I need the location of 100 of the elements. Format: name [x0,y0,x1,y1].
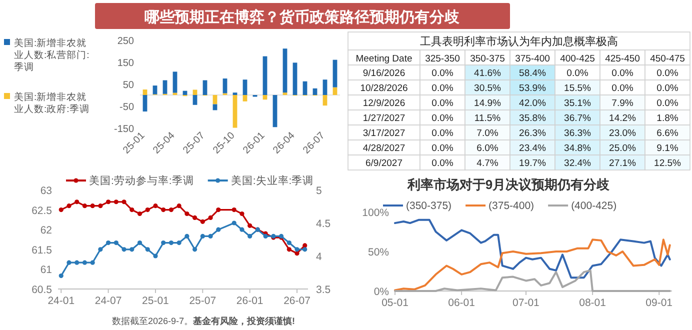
point [240,227,244,232]
data-label: 34.8% [564,143,592,154]
chart-title: 哪些预期正在博弈？货币政策路径预期仍有分歧 [144,8,460,26]
point [82,204,88,208]
data-label: 26.3% [519,128,547,139]
line-series [394,238,671,292]
point [74,260,80,265]
y-axis-title: Meeting Date [356,54,412,64]
bar [192,90,198,95]
bar [322,95,328,106]
point [58,274,64,278]
y2-tick-label: 4 [316,251,322,263]
bar [282,48,288,93]
point [153,254,158,258]
bar [212,104,218,110]
data-label: 23.0% [609,128,637,139]
bar [272,95,278,128]
y-tick-label: 63 [40,185,52,197]
x-tick-label: 25-01 [142,295,170,307]
point [192,215,198,220]
x-tick-label: 400-425 [560,54,595,64]
point [137,240,142,246]
y-tick-label: 12/9/2026 [362,98,406,109]
point [286,247,292,252]
point [168,208,174,212]
point [286,240,292,246]
point [192,247,198,252]
x-tick-label: 325-350 [425,54,460,64]
point [122,247,126,252]
data-label: 53.9% [519,83,547,94]
x-tick-label: 07-01 [512,297,540,309]
legend-label: 美国:新增非农就业人数:政府:季调 [14,91,90,115]
y-tick-label: 62.5 [32,204,52,217]
legend-label: 美国:劳动参与率:季调 [89,174,194,187]
x-tick-label: 425-450 [605,54,640,64]
data-label: 32.4% [564,158,592,169]
y-tick-label: 60.5 [32,284,52,296]
y-tick-label: 10/28/2026 [360,83,408,94]
point [294,247,300,252]
chart-title: 工具表明利率市场认为年内加息概率极高 [420,35,618,48]
point [66,260,72,265]
x-tick-label: 25-07 [189,295,216,307]
y-tick-label: 250 [117,36,134,47]
point [248,223,252,228]
x-tick-label: 375-400 [515,54,550,64]
x-tick-label: 05-01 [382,297,409,309]
point [168,240,174,246]
y-tick-label: 100% [362,207,389,219]
x-tick-label: 24-07 [94,295,122,307]
x-tick-label: 26-07 [284,295,311,307]
y-tick-label: 150 [117,58,134,69]
data-label: 41.6% [474,68,502,79]
point [122,200,126,204]
y-tick-label: 0% [374,286,389,298]
point [302,247,308,252]
point [82,260,88,265]
data-label: 23.4% [519,143,547,154]
line-series [394,218,671,279]
point [208,234,213,238]
bar [192,95,198,105]
data-label: 0.0% [612,68,634,79]
point [232,220,236,226]
data-label: 9.1% [656,143,679,154]
data-label: 0.0% [656,98,679,109]
bar [242,95,248,102]
point [184,234,190,238]
bar [302,81,308,95]
data-label: 0.0% [432,68,454,79]
point [184,211,190,216]
legend-label: (375-400) [488,200,534,212]
point [248,234,252,238]
legend-label: (350-375) [406,200,452,212]
y2-tick-label: 4.5 [316,218,331,230]
legend-label: (400-425) [571,200,617,212]
data-label: 0.0% [432,143,454,154]
y-tick-label: 1/27/2027 [362,113,406,124]
bar [312,88,318,95]
y-tick-label: 50% [368,246,389,258]
y2-tick-label: 5 [316,185,322,197]
x-tick-label: 26-01 [236,295,264,307]
point [161,240,166,246]
point [153,204,158,208]
point [240,211,244,216]
bar [172,72,178,93]
point [216,208,221,212]
x-tick-label: 09-01 [646,297,673,309]
bar [292,62,298,95]
line-series [394,269,671,292]
point [98,247,103,252]
point [90,260,95,265]
point [114,200,118,204]
data-label: 30.5% [474,83,502,94]
data-label: 6.0% [476,143,499,154]
chart-title: 利率市场对于9月决议预期仍有分歧 [406,177,611,192]
bar [222,78,228,94]
point [130,247,134,252]
bar [162,80,168,94]
point [137,211,142,216]
data-label: 42.0% [519,98,547,109]
x-tick-label: 350-375 [470,54,505,64]
